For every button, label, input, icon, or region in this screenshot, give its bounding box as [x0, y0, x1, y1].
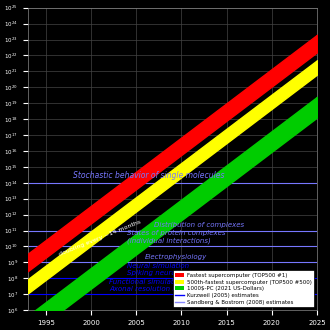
Text: Functional simulation
Axonal resolution model: Functional simulation Axonal resolution …: [109, 279, 194, 292]
Legend: Fastest supercomputer (TOP500 #1), 500th-fastest supercomputer (TOP500 #500), 10: Fastest supercomputer (TOP500 #1), 500th…: [173, 270, 314, 307]
Text: Stochastic behavior of single molecules: Stochastic behavior of single molecules: [73, 171, 224, 181]
Text: doubling every ~14 months: doubling every ~14 months: [58, 220, 142, 257]
Text: Neural simulation
Spiking neural network: Neural simulation Spiking neural network: [127, 263, 208, 276]
Text: States of protein complexes
(individual interactions): States of protein complexes (individual …: [127, 230, 226, 244]
Text: Distribution of complexes: Distribution of complexes: [154, 222, 245, 228]
Text: Electrophysiology: Electrophysiology: [145, 254, 208, 260]
